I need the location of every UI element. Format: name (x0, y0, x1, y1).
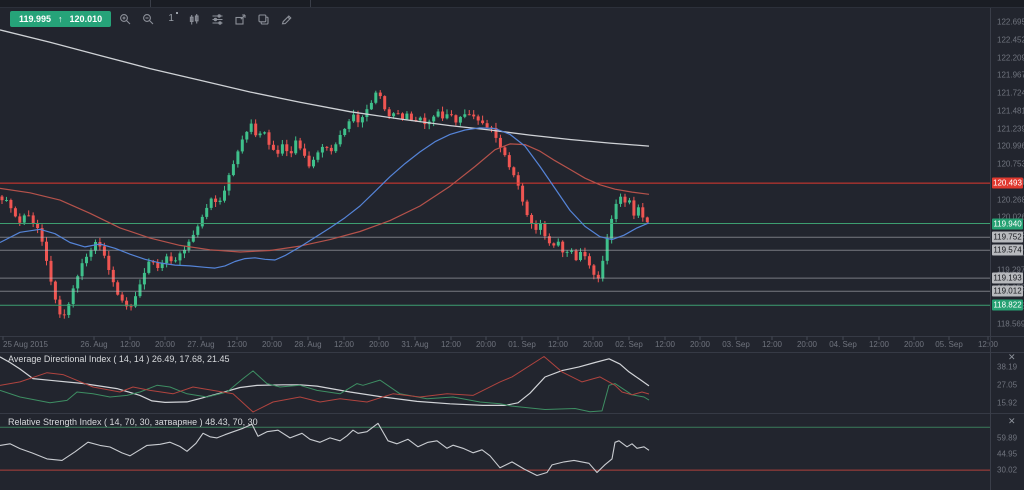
time-tick-label: 03. Sep (722, 340, 750, 349)
time-tick-label: 20:00 (154, 340, 176, 349)
price-tick-label: 122.452 (997, 35, 1024, 45)
zoom-out-button[interactable] (139, 11, 157, 27)
price-badge-gray: 119.012 (992, 285, 1023, 297)
top-strip-divider (310, 0, 311, 7)
time-axis[interactable]: 25 Aug 2015 26. Aug 12:00 20:00 27. Aug 12:00… (0, 336, 998, 352)
timeframe-button[interactable]: 1 (162, 11, 180, 27)
price-badge-red: 120.493 (992, 177, 1023, 189)
time-tick-label: 12:00 (868, 340, 890, 349)
candles-series (0, 90, 649, 319)
time-tick-label: 20:00 (796, 340, 818, 349)
rsi-tick-label: 44.95 (997, 449, 1018, 459)
price-tick-label: 121.481 (997, 106, 1024, 116)
duplicate-button[interactable] (254, 11, 272, 27)
minus-di-line (0, 356, 650, 413)
time-tick-label: 25 Aug 2015 (3, 340, 48, 349)
ma-red (0, 143, 650, 253)
time-tick-label: 02. Sep (615, 340, 643, 349)
time-tick-label: 31. Aug (401, 340, 429, 349)
timeframe-label: 1 (168, 13, 174, 24)
adx-tick-label: 15.92 (997, 398, 1018, 408)
indicators-button[interactable] (208, 11, 226, 27)
price-tick-label: 121.239 (997, 124, 1024, 134)
draw-button[interactable] (277, 11, 295, 27)
expand-button[interactable] (231, 11, 249, 27)
adx-line (0, 356, 650, 406)
price-level-lines (0, 182, 990, 306)
close-adx-button[interactable]: ✕ (1008, 352, 1016, 362)
adx-tick-label: 38.19 (997, 362, 1018, 372)
zoom-out-icon (142, 13, 155, 26)
price-tick-label: 120.996 (997, 141, 1024, 151)
timeframe-icon: 1 (168, 12, 178, 24)
time-tick-label: 01. Sep (508, 340, 536, 349)
time-tick-label: 12:00 (654, 340, 676, 349)
price-badge-green: 119.940 (992, 218, 1023, 230)
price-tick-label: 121.724 (997, 88, 1024, 98)
zoom-in-icon (119, 13, 132, 26)
price-badge-gray: 119.752 (992, 231, 1023, 243)
candlestick-chart-icon (188, 13, 201, 26)
time-tick-label: 20:00 (582, 340, 604, 349)
duplicate-pages-icon (257, 13, 270, 26)
time-tick-label: 12:00 (226, 340, 248, 349)
price-badge-gray: 119.574 (992, 244, 1023, 256)
zoom-in-button[interactable] (116, 11, 134, 27)
rsi-indicator-title[interactable]: Relative Strength Index ( 14, 70, 30, за… (8, 417, 258, 427)
price-tick-label: 120.753 (997, 159, 1024, 169)
adx-indicator-title[interactable]: Average Directional Index ( 14, 14 ) 26.… (8, 354, 230, 364)
chart-type-button[interactable] (185, 11, 203, 27)
price-direction-up-icon: ↑ (58, 14, 63, 24)
expand-icon (234, 13, 247, 26)
time-tick-label: 27. Aug (187, 340, 215, 349)
price-badge-gray: 119.193 (992, 272, 1023, 284)
price-tick-label: 120.268 (997, 195, 1024, 205)
close-rsi-button[interactable]: ✕ (1008, 416, 1016, 426)
plus-di-line (0, 370, 650, 413)
pencil-icon (280, 13, 293, 26)
time-tick-label: 12:00 (119, 340, 141, 349)
time-tick-label: 12:00 (333, 340, 355, 349)
chart-toolbar: 119.995 ↑ 120.010 1 (10, 11, 295, 27)
time-tick-label: 12:00 (440, 340, 462, 349)
top-strip-divider (150, 0, 151, 7)
time-tick-label: 20:00 (261, 340, 283, 349)
adx-panel-series (0, 356, 650, 413)
price-tick-label: 122.695 (997, 17, 1024, 27)
time-tick-label: 04. Sep (829, 340, 857, 349)
time-tick-label: 26. Aug (80, 340, 108, 349)
time-tick-label: 12:00 (547, 340, 569, 349)
price-tick-label: 119.297 (997, 265, 1024, 275)
time-tick-label: 12:00 (761, 340, 783, 349)
price-tick-label: 121.967 (997, 70, 1024, 80)
adx-tick-label: 27.05 (997, 380, 1018, 390)
rsi-panel-series (0, 422, 990, 477)
window-top-strip (0, 0, 1024, 8)
rsi-tick-label: 59.89 (997, 433, 1018, 443)
ask-price: 120.010 (69, 14, 103, 24)
indicators-sliders-icon (211, 13, 224, 26)
time-tick-label: 28. Aug (294, 340, 322, 349)
time-tick-label: 20:00 (903, 340, 925, 349)
rsi-tick-label: 30.02 (997, 465, 1018, 475)
price-tick-label: 120.026 (997, 212, 1024, 222)
ma-blue (0, 127, 650, 269)
bid-price: 119.995 (19, 14, 52, 24)
price-badge-green: 118.822 (992, 299, 1023, 311)
time-tick-label: 20:00 (368, 340, 390, 349)
time-tick-label: 20:00 (475, 340, 497, 349)
moving-averages (0, 29, 650, 269)
price-axis[interactable]: 122.695 122.452 122.209 121.967 121.724 121.4… (990, 0, 1024, 490)
quote-badge[interactable]: 119.995 ↑ 120.010 (10, 11, 112, 27)
time-tick-label: 20:00 (689, 340, 711, 349)
time-tick-label: 12:00 (977, 340, 999, 349)
price-tick-label: 122.209 (997, 53, 1024, 63)
rsi-line (0, 422, 650, 477)
time-tick-label: 05. Sep (935, 340, 963, 349)
price-tick-label: 118.569 (997, 319, 1024, 329)
ma-white (0, 29, 650, 147)
